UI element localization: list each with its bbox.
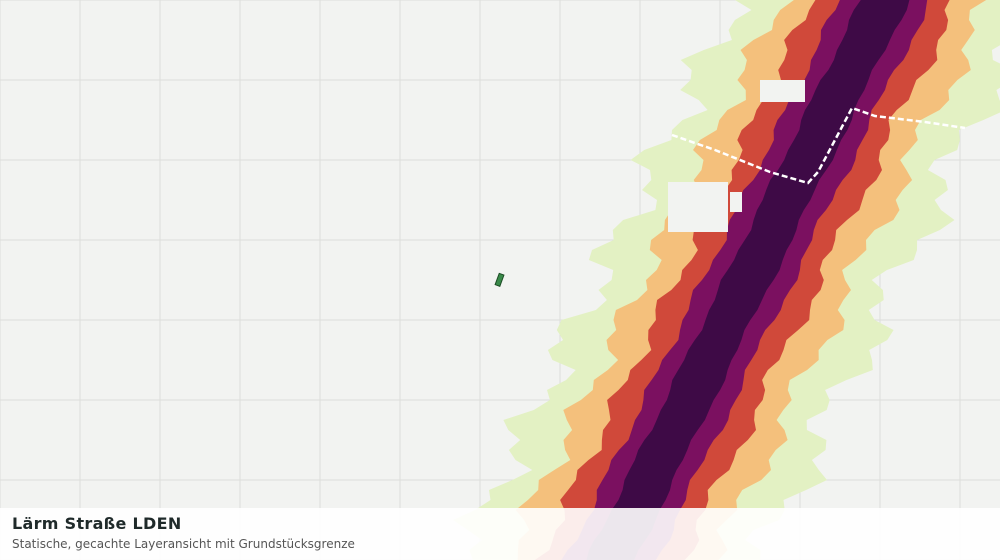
- noise-bands: [453, 0, 1000, 560]
- map-title: Lärm Straße LDEN: [12, 514, 182, 533]
- noise-band: [586, 0, 910, 560]
- map-subtitle: Statische, gecachte Layeransicht mit Gru…: [12, 537, 355, 551]
- boundary-line: [671, 106, 966, 185]
- parcel: [494, 272, 505, 287]
- gap-area: [760, 80, 805, 102]
- gap-area: [730, 192, 742, 212]
- gap-area: [668, 182, 728, 232]
- caption-bar: Lärm Straße LDEN Statische, gecachte Lay…: [0, 508, 1000, 560]
